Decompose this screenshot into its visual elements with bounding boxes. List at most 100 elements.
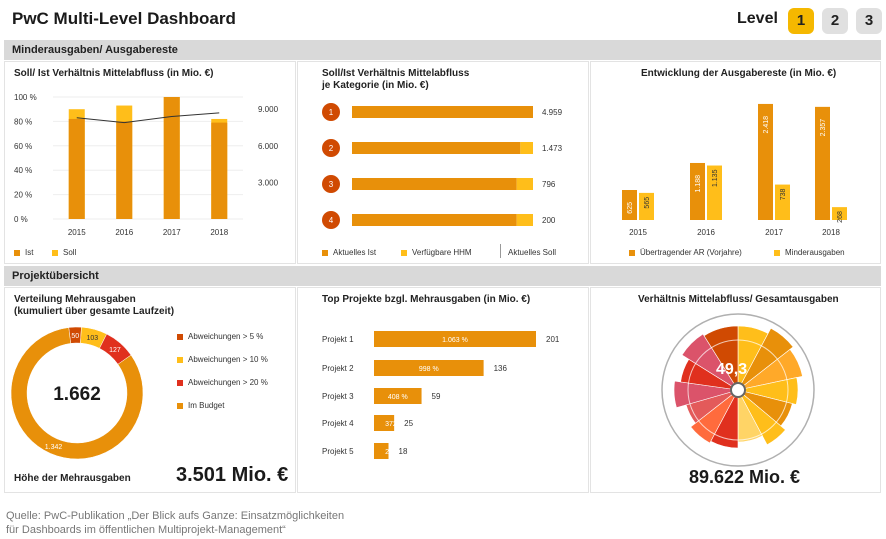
project-label: Projekt 1	[322, 335, 354, 344]
x-tick-label: 2016	[697, 228, 715, 237]
legend-swatch	[322, 249, 328, 256]
mehrausgaben-label: Höhe der Mehrausgaben	[14, 473, 131, 484]
panel-soll-ist: Soll/ Ist Verhältnis Mittelabfluss (in M…	[4, 61, 296, 264]
legend-swatch	[52, 249, 58, 256]
legend-item-abw-20: Abweichungen > 20 %	[177, 378, 268, 387]
category-badge-label: 2	[329, 144, 334, 153]
y-tick-label: 60 %	[14, 142, 32, 151]
bar-aktuelles-ist	[352, 142, 521, 154]
donut-value-label: 103	[86, 335, 98, 342]
legend-item-aktuelles-ist: Aktuelles Ist	[322, 248, 376, 257]
bar-value-label: 1.473	[542, 144, 563, 153]
bar-minderausgaben	[832, 207, 847, 220]
legend-label: Soll	[63, 248, 77, 257]
level-2-button[interactable]: 2	[822, 8, 848, 34]
bar-value-label: 738	[780, 188, 787, 200]
donut-slice	[10, 327, 144, 460]
category-badge	[322, 139, 340, 157]
category-badge	[322, 103, 340, 121]
bar-value-label: 136	[494, 364, 508, 373]
gauge-segment	[703, 325, 739, 392]
panel-verhaeltnis: Verhältnis Mittelabfluss/ Gesamtausgaben…	[590, 287, 881, 493]
x-tick-label: 2015	[68, 228, 86, 237]
bar-ist	[211, 122, 228, 219]
bar-value-label: 200	[542, 216, 556, 225]
section-header-minderausgaben: Minderausgaben/ Ausgabereste	[4, 40, 881, 60]
legend-swatch	[774, 249, 780, 256]
bar-value-label: 2.418	[763, 116, 770, 134]
bar-value-label: 18	[399, 447, 408, 456]
legend-swatch	[177, 333, 183, 340]
x-tick-label: 2017	[163, 228, 181, 237]
gesamtausgaben-value: 89.622 Mio. €	[689, 467, 801, 487]
legend-swatch	[14, 249, 20, 256]
top-bar: PwC Multi-Level Dashboard Level 1 2 3	[0, 0, 886, 40]
bar-project	[374, 415, 395, 431]
legend-label: Aktuelles Ist	[333, 248, 377, 257]
project-label: Projekt 2	[322, 364, 354, 373]
gauge-segment	[673, 380, 739, 409]
source-note: Quelle: PwC-Publikation „Der Blick aufs …	[6, 510, 345, 536]
bar-value-label: 4.959	[542, 108, 563, 117]
y-tick-label: 20 %	[14, 191, 32, 200]
y-tick-label: 100 %	[14, 93, 37, 102]
bar-uebertragender-ar	[622, 190, 637, 220]
bar-minderausgaben	[707, 165, 722, 220]
series-line	[76, 112, 220, 124]
donut-value-label: 1.342	[45, 444, 63, 451]
bar-aktuelles-ist	[352, 106, 533, 118]
level-1-button[interactable]: 1	[788, 8, 814, 34]
legend-item-abw-10: Abweichungen > 10 %	[177, 355, 268, 364]
legend-swatch	[177, 356, 183, 363]
panel-title-line1: Soll/Ist Verhältnis Mittelabfluss	[322, 68, 470, 79]
kategorie-chart: 1 4.959 2 1.473 3 796 4 200	[322, 103, 563, 229]
x-tick-label: 2017	[765, 228, 783, 237]
legend-label: Abweichungen > 20 %	[188, 378, 268, 387]
panel-title: Soll/ Ist Verhältnis Mittelabfluss (in M…	[14, 68, 214, 79]
bar-value-label: 25	[404, 419, 413, 428]
gauge-segment	[737, 348, 803, 391]
legend-item-aktuelles-soll: Aktuelles Soll	[508, 248, 556, 257]
bar-percent-label: 998 %	[419, 366, 439, 373]
mehrausgaben-value: 3.501 Mio. €	[176, 464, 289, 486]
gauge-segment	[690, 389, 739, 444]
x-tick-label: 2015	[629, 228, 647, 237]
level-3-button[interactable]: 3	[856, 8, 882, 34]
legend-item-abw-5: Abweichungen > 5 %	[177, 332, 263, 341]
gauge-segment	[681, 333, 739, 391]
legend-label: Abweichungen > 10 %	[188, 355, 268, 364]
app-title: PwC Multi-Level Dashboard	[12, 9, 236, 28]
x-tick-label: 2018	[210, 228, 228, 237]
project-label: Projekt 4	[322, 419, 354, 428]
category-badge-label: 4	[329, 216, 334, 225]
panel-kategorie: Soll/Ist Verhältnis Mittelabfluss je Kat…	[297, 61, 589, 264]
level-label: Level	[737, 10, 778, 27]
gauge-segment	[737, 327, 794, 391]
y2-tick-label: 6.000	[258, 142, 279, 151]
bar-value-label: 625	[627, 202, 634, 214]
bar-project	[374, 443, 389, 459]
y-tick-label: 40 %	[14, 166, 32, 175]
legend-label: Verfügbare HHM	[412, 248, 472, 257]
bar-value-label: 796	[542, 180, 556, 189]
gauge-hub	[730, 382, 746, 398]
bar-value-label: 201	[546, 335, 560, 344]
verteilung-donut: 50 103 127 1.342 1.662	[10, 326, 144, 460]
legend-item-uebertragender-ar: Übertragender AR (Vorjahre)	[629, 248, 742, 257]
y2-tick-label: 3.000	[258, 178, 279, 187]
category-badge	[322, 211, 340, 229]
legend-label: Im Budget	[188, 401, 225, 410]
soll-ist-chart: 0 % 20 % 40 % 60 % 80 % 100 % 3.000 6.000 9.000 2…	[14, 93, 279, 237]
donut-value-label: 50	[71, 333, 79, 340]
legend-label: Ist	[25, 248, 34, 257]
bar-uebertragender-ar	[815, 106, 830, 220]
project-label: Projekt 3	[322, 392, 354, 401]
bar-project	[374, 360, 484, 376]
panel-title-line2: je Kategorie (in Mio. €)	[322, 80, 429, 91]
gauge-segment	[737, 389, 786, 446]
y-tick-label: 80 %	[14, 117, 32, 126]
bar-project	[374, 388, 422, 404]
bar-percent-label: 372 %	[385, 421, 405, 428]
bar-percent-label: 286 %	[385, 449, 405, 456]
bar-verfuegbare-hhm	[516, 214, 533, 226]
